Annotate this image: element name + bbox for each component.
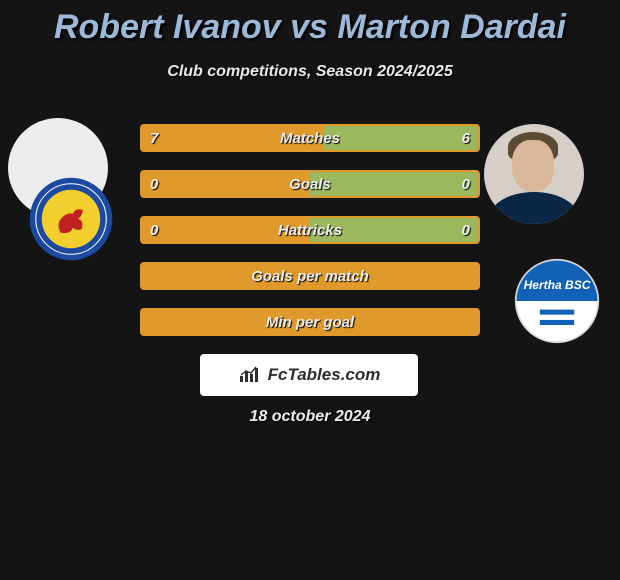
- stat-row: Hattricks0 0: [140, 216, 480, 244]
- stat-value-left: 7: [150, 126, 158, 150]
- stat-row: Matches7 6: [140, 124, 480, 152]
- stat-value-left: 0: [150, 218, 158, 242]
- club-right-badge: Hertha BSC: [514, 258, 600, 344]
- stat-label: Min per goal: [142, 310, 478, 334]
- stat-label: Hattricks: [142, 218, 478, 242]
- brand-text: FcTables.com: [268, 365, 381, 385]
- stat-bars: Matches76Goals00Hattricks00Goals per mat…: [140, 124, 480, 354]
- page-subtitle: Club competitions, Season 2024/2025: [0, 63, 620, 81]
- stat-value-right: 0: [462, 172, 470, 196]
- stat-label: Matches: [142, 126, 478, 150]
- stat-row: Goals0 0: [140, 170, 480, 198]
- avatar-shirt: [490, 192, 578, 224]
- page-title: Robert Ivanov vs Marton Dardai: [0, 0, 620, 47]
- stat-value-left: 0: [150, 172, 158, 196]
- stat-row: Min per goal: [140, 308, 480, 336]
- avatar-face: [512, 140, 554, 192]
- stat-value-right: 6: [462, 126, 470, 150]
- stat-value-right: 0: [462, 218, 470, 242]
- brand-box[interactable]: FcTables.com: [200, 354, 418, 396]
- stat-row: Goals per match: [140, 262, 480, 290]
- date-text: 18 october 2024: [0, 408, 620, 426]
- club-right-text: Hertha BSC: [524, 278, 591, 292]
- club-left-badge: [28, 176, 114, 262]
- player-right-avatar: [484, 124, 584, 224]
- chart-icon: [238, 366, 262, 384]
- stat-label: Goals per match: [142, 264, 478, 288]
- stat-label: Goals: [142, 172, 478, 196]
